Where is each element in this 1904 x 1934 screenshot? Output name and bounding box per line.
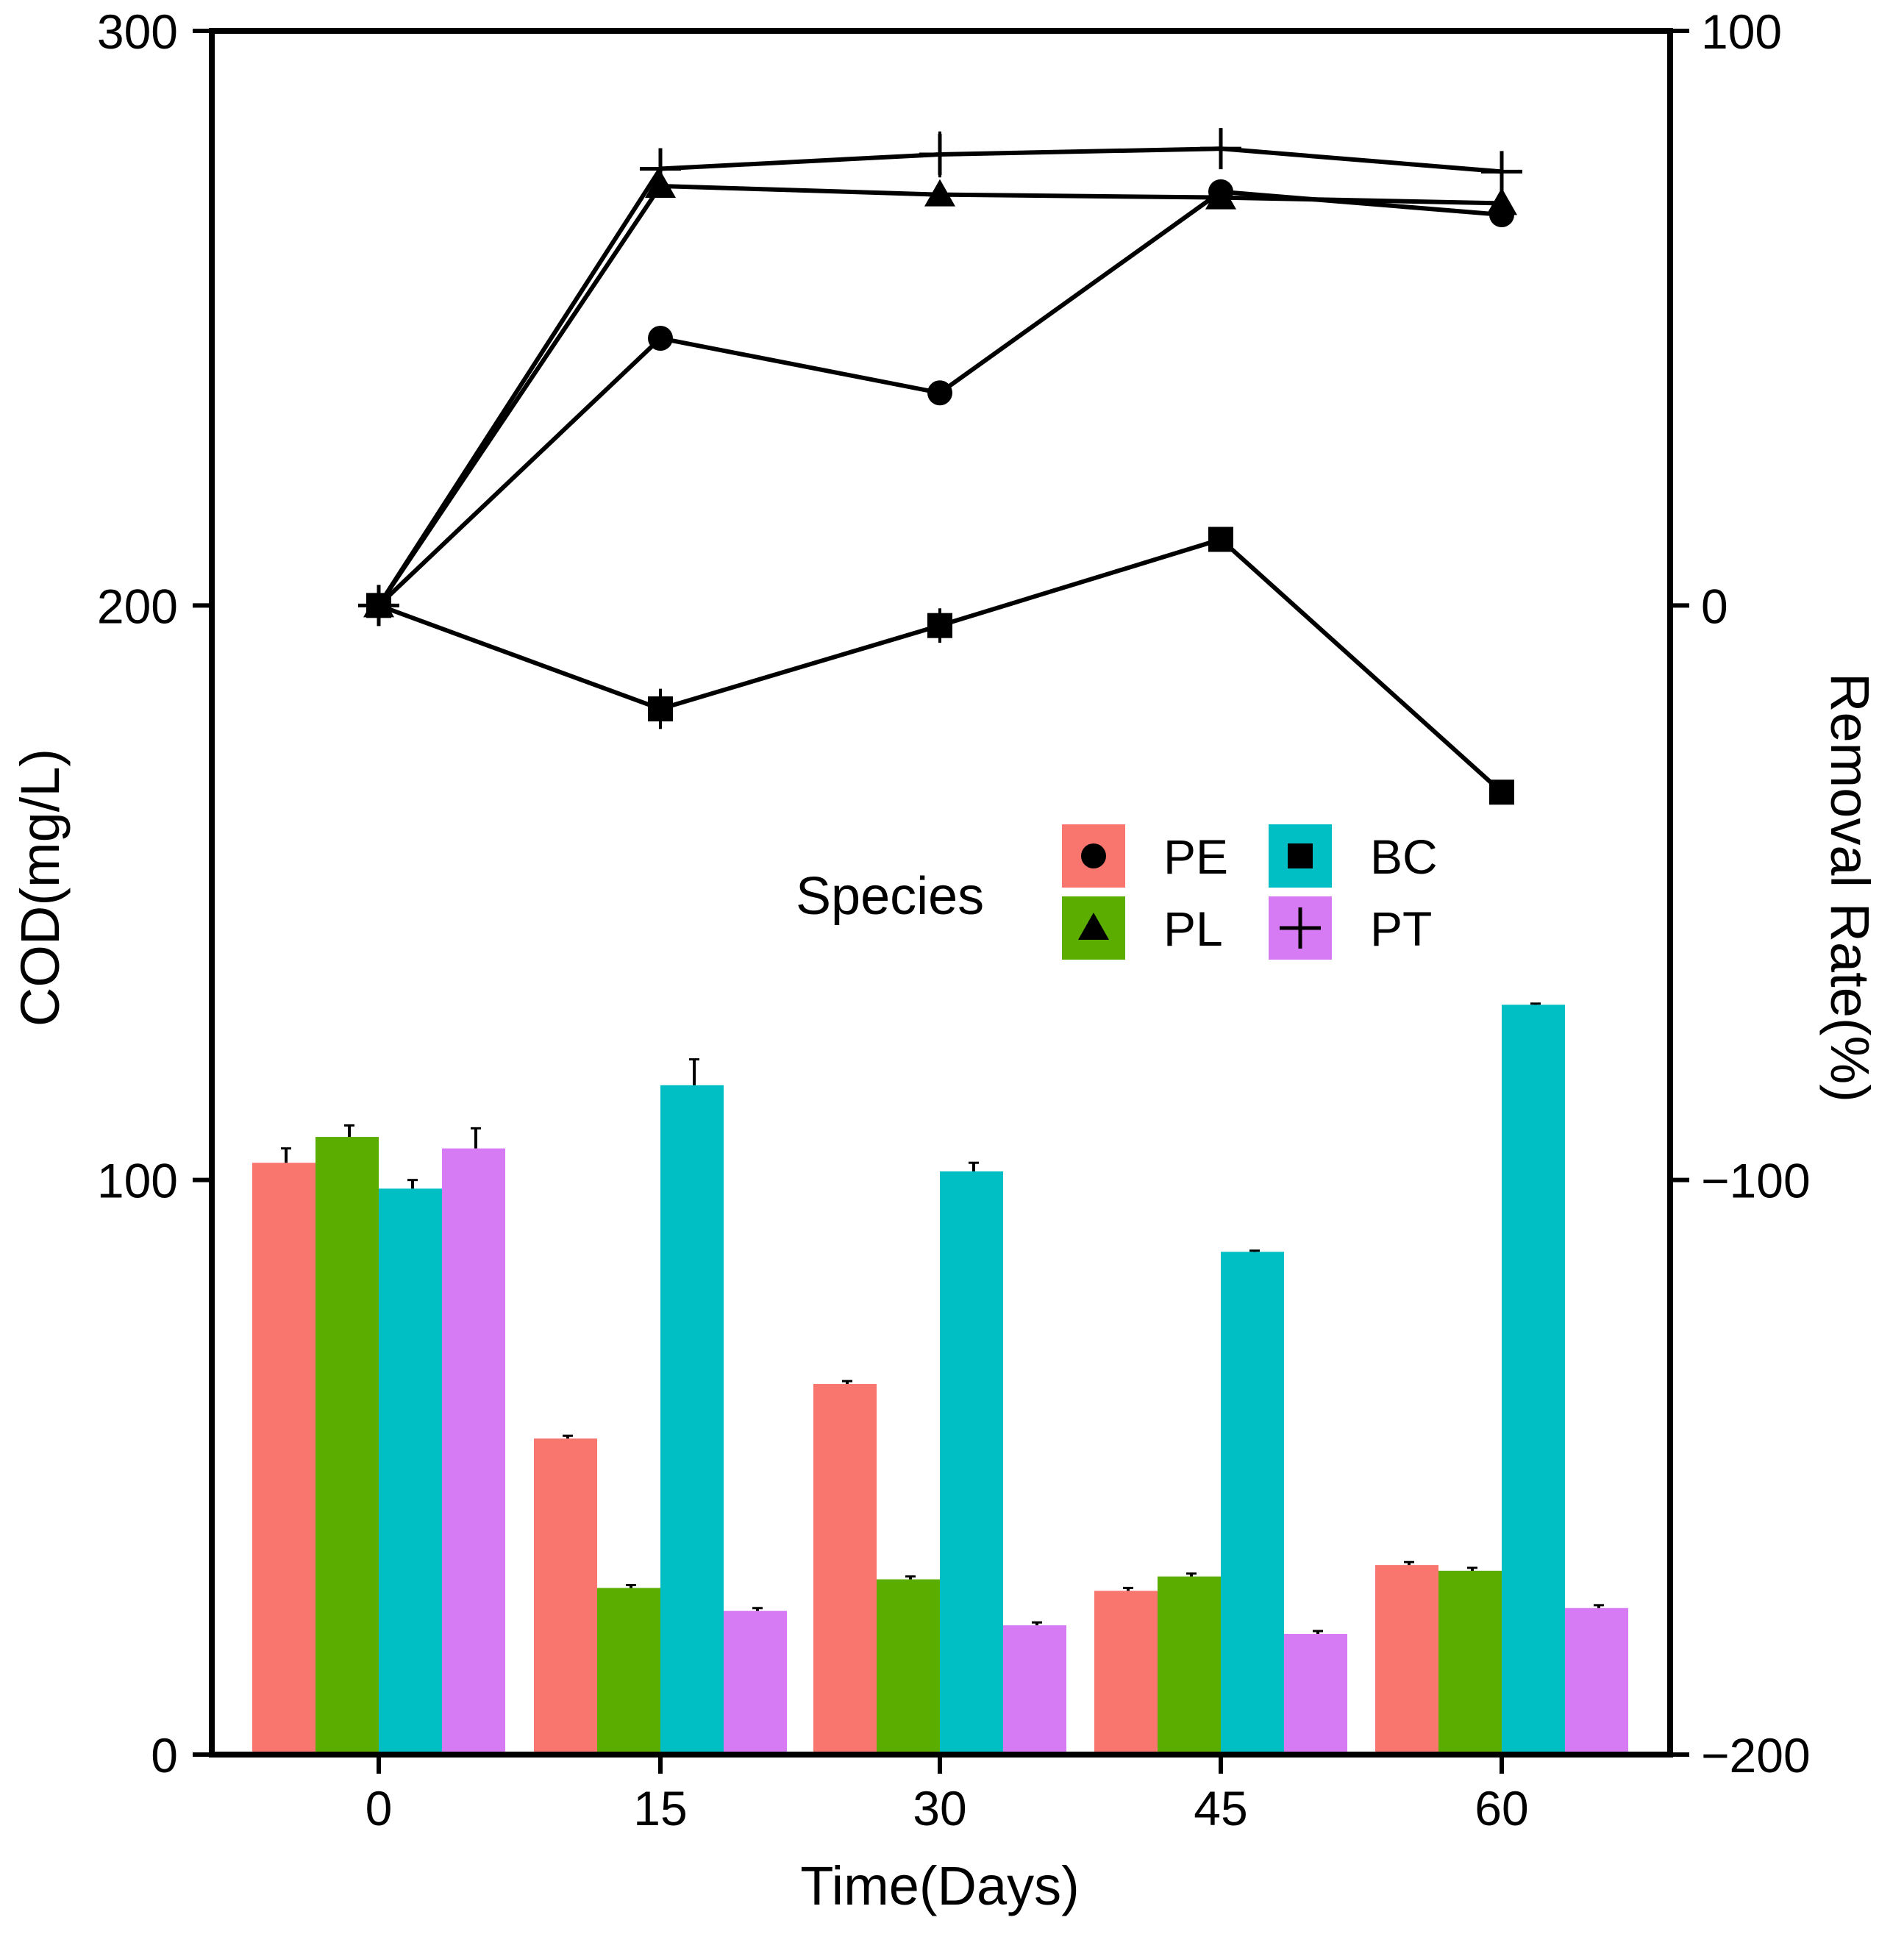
point-bc-day-45 [1208,527,1233,552]
point-pt-day-60 [1481,151,1522,193]
bar-pl-day-15 [597,1588,660,1755]
point-pl-day-30 [924,179,955,207]
bar-bc-day-0 [379,1188,442,1755]
x-tick-label-45: 45 [1194,1781,1247,1835]
point-pl-day-45 [1205,182,1236,210]
right-tick-label-2: 0 [1701,579,1728,633]
y-axis-title-left: COD(mg/L) [10,749,71,1027]
y-axis-title-right: Removal Rate(%) [1819,673,1880,1102]
legend: Species PE PL BC PT [796,824,1438,960]
point-pe-day-30 [927,380,952,406]
bar-pl-day-45 [1158,1576,1221,1755]
bar-pl-day-0 [315,1137,379,1755]
left-y-ticks: 0 100 200 300 [97,4,212,1783]
left-tick-label-200: 200 [97,579,178,633]
right-y-ticks: −200 −100 0 100 [1670,4,1811,1783]
left-tick-label-0: 0 [151,1728,178,1783]
legend-label-pe: PE [1163,829,1228,884]
legend-title: Species [796,867,984,926]
legend-label-pl: PL [1163,902,1223,956]
line-pt [377,146,1502,607]
x-tick-label-0: 0 [366,1781,393,1835]
bar-bc-day-15 [660,1085,724,1755]
left-tick-label-100: 100 [97,1154,178,1208]
legend-marker-pt [1280,907,1321,949]
point-bc-day-60 [1489,779,1514,805]
bar-pe-day-60 [1375,1565,1438,1755]
bar-bc-day-60 [1502,1005,1565,1755]
legend-marker-bc [1288,843,1313,868]
right-tick-label-3: 100 [1701,4,1782,59]
point-bc-day-15 [648,696,673,721]
x-axis-title: Time(Days) [800,1855,1080,1916]
bar-pe-day-30 [813,1384,877,1755]
bar-pt-day-30 [1003,1625,1066,1755]
bar-pt-day-15 [724,1610,787,1755]
line-series-group [358,128,1522,805]
point-bc-day-30 [927,613,952,638]
legend-marker-pl [1078,913,1109,940]
bar-bc-day-45 [1221,1252,1284,1755]
x-tick-label-60: 60 [1475,1781,1528,1835]
line-bc [377,537,1504,794]
bar-pt-day-60 [1565,1607,1628,1755]
bar-pe-day-0 [252,1163,315,1755]
x-tick-label-15: 15 [633,1781,687,1835]
point-pt-day-45 [1200,128,1241,170]
bar-pe-day-15 [534,1438,597,1755]
point-pt-day-0 [358,585,399,627]
bar-pt-day-0 [442,1148,505,1755]
right-tick-label-1: −100 [1701,1154,1811,1208]
x-tick-label-30: 30 [913,1781,966,1835]
point-pt-day-30 [919,133,960,175]
legend-marker-pe [1081,843,1106,868]
bar-pe-day-45 [1094,1591,1158,1755]
point-pl-day-60 [1486,188,1517,215]
x-ticks: 0 15 30 45 60 [366,1755,1529,1835]
legend-label-pt: PT [1370,902,1432,956]
bar-series-group [252,1002,1628,1755]
bar-pl-day-30 [877,1579,940,1755]
point-pe-day-15 [648,326,673,352]
point-pt-day-15 [640,148,681,190]
left-tick-label-300: 300 [97,4,178,59]
bar-pl-day-60 [1438,1570,1502,1755]
right-tick-label-0: −200 [1701,1728,1811,1783]
bar-pt-day-45 [1284,1633,1347,1755]
legend-label-bc: BC [1370,829,1438,884]
bar-bc-day-30 [940,1171,1003,1755]
